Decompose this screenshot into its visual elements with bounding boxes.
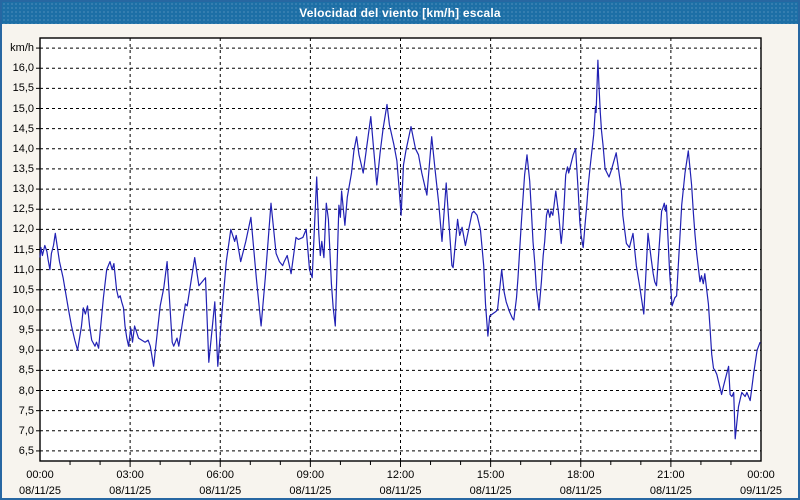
y-tick-label: 11,0 <box>13 263 34 276</box>
y-tick-label: 8,5 <box>18 364 34 377</box>
y-tick-label: 13,5 <box>12 162 34 175</box>
y-tick-label: 9,5 <box>18 324 34 337</box>
y-tick-label: 12,0 <box>12 223 34 236</box>
y-tick-label: 12,5 <box>12 203 34 216</box>
x-tick-time-label: 06:00 <box>206 469 235 481</box>
chart-canvas <box>36 37 762 467</box>
window-titlebar: Velocidad del viento [km/h] escala <box>2 2 798 24</box>
y-tick-label: 13,0 <box>12 183 34 196</box>
x-tick-date-label: 08/11/25 <box>649 485 692 497</box>
y-tick-label: 8,0 <box>18 384 34 397</box>
x-tick-date-label: 08/11/25 <box>18 485 61 497</box>
x-tick-time-label: 12:00 <box>386 469 415 481</box>
x-tick-date-label: 08/11/25 <box>469 485 512 497</box>
y-tick-label: 15,0 <box>12 102 34 115</box>
y-axis-unit-label: km/h <box>10 42 34 55</box>
y-tick-label: 15,5 <box>12 82 34 95</box>
y-tick-label: 10,5 <box>12 283 34 296</box>
y-tick-label: 6,5 <box>18 444 34 457</box>
y-tick-label: 7,5 <box>18 404 34 417</box>
x-tick-time-label: 03:00 <box>116 469 144 481</box>
y-tick-label: 10,0 <box>12 303 34 316</box>
y-tick-label: 16,0 <box>12 62 34 75</box>
x-tick-time-label: 09:00 <box>296 469 325 481</box>
x-tick-date-label: 09/11/25 <box>739 485 782 497</box>
x-tick-time-label: 00:00 <box>747 469 775 481</box>
y-tick-label: 9,0 <box>18 344 34 357</box>
x-tick-time-label: 21:00 <box>657 469 685 481</box>
x-tick-time-label: 15:00 <box>476 469 505 481</box>
x-tick-date-label: 08/11/25 <box>289 485 332 497</box>
x-tick-date-label: 08/11/25 <box>379 485 422 497</box>
x-tick-date-label: 08/11/25 <box>109 485 152 497</box>
y-tick-label: 14,5 <box>12 122 34 135</box>
x-tick-date-label: 08/11/25 <box>559 485 602 497</box>
y-tick-label: 14,0 <box>12 142 34 155</box>
plot-border <box>39 37 762 462</box>
x-tick-time-label: 00:00 <box>26 469 54 481</box>
wind-speed-chart: km/h 16,0 15,5 15,0 14,5 14,0 13,5 13,0 12,5 12,0… <box>2 24 798 498</box>
x-tick-time-label: 18:00 <box>566 469 595 481</box>
window-title: Velocidad del viento [km/h] escala <box>299 6 501 20</box>
y-tick-label: 7,0 <box>18 424 34 437</box>
wind-speed-series-line <box>39 59 761 440</box>
y-tick-label: 11,5 <box>13 243 34 256</box>
x-tick-date-label: 08/11/25 <box>199 485 242 497</box>
